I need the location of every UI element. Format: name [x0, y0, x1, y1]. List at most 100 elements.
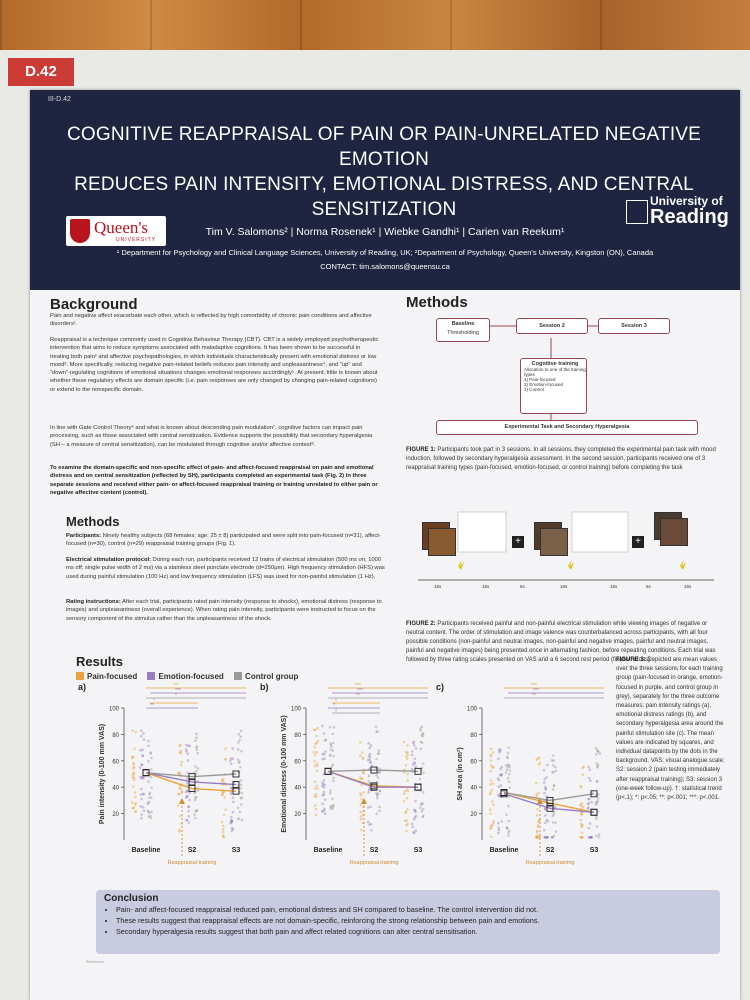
data-dot	[147, 739, 150, 743]
data-dot	[580, 836, 584, 839]
x-tick-label: S2	[546, 847, 555, 854]
y-tick-label: 40	[294, 786, 301, 792]
conclusion-list: Pain- and affect-focused reappraisal red…	[96, 904, 539, 937]
diagram-training-item: 1) Pain-focused	[524, 377, 556, 382]
data-dot	[589, 836, 593, 839]
data-dot	[147, 744, 150, 748]
data-dot	[580, 825, 583, 829]
participants-label: Participants:	[66, 533, 102, 539]
data-dot	[358, 754, 362, 758]
data-dot	[328, 754, 332, 758]
data-dot	[176, 804, 180, 807]
data-dot	[418, 777, 422, 781]
data-dot	[586, 803, 590, 806]
diagram-training-box: Cognitive training Allocation to one of …	[520, 358, 587, 414]
data-dot	[551, 788, 555, 791]
data-dot	[410, 822, 414, 826]
data-dot	[550, 758, 554, 762]
data-dot	[321, 809, 324, 813]
data-dot	[378, 805, 381, 809]
data-dot	[422, 771, 425, 775]
data-dot	[230, 815, 233, 819]
data-dot	[147, 815, 150, 818]
data-dot	[329, 805, 333, 808]
data-dot	[421, 732, 425, 735]
panel-label: b)	[260, 682, 269, 692]
data-dot	[222, 777, 225, 781]
legend-swatch-emotion	[147, 672, 156, 680]
data-dot	[142, 777, 145, 780]
data-dot	[184, 796, 188, 799]
data-dot	[507, 831, 510, 834]
background-p1: Pain and negative affect exacerbate each…	[50, 313, 372, 328]
data-dot	[402, 792, 406, 795]
data-dot	[132, 806, 136, 810]
significance-label: †	[335, 698, 338, 704]
references: References	[86, 960, 104, 964]
diagram-task-box: Experimental Task and Secondary Hyperalg…	[436, 420, 698, 435]
timeline-label: 18s	[610, 584, 618, 589]
data-dot	[221, 827, 225, 831]
data-dot	[142, 809, 146, 812]
diagram-training-item: 3) Control	[524, 387, 544, 392]
data-dot	[403, 819, 407, 822]
data-dot	[239, 779, 243, 782]
data-dot	[368, 786, 371, 790]
data-dot	[328, 725, 332, 729]
x-tick-label: Baseline	[490, 847, 519, 854]
data-dot	[360, 828, 363, 832]
data-dot	[195, 796, 198, 799]
data-dot	[186, 759, 190, 762]
data-dot	[147, 780, 150, 783]
data-dot	[490, 800, 494, 803]
data-dot	[188, 791, 192, 795]
data-dot	[496, 777, 500, 780]
data-dot	[507, 772, 511, 776]
figure2-text: Participants received painful and non-pa…	[406, 621, 716, 663]
data-dot	[224, 808, 228, 812]
data-dot	[187, 809, 190, 813]
data-dot	[580, 824, 584, 827]
data-dot	[587, 801, 591, 805]
data-dot	[138, 766, 142, 769]
fixation-cross-icon: +	[632, 536, 644, 548]
data-dot	[220, 779, 224, 782]
data-dot	[131, 774, 135, 777]
conclusion-heading: Conclusion	[104, 893, 159, 904]
data-dot	[146, 809, 150, 813]
data-dot	[499, 784, 503, 787]
data-dot	[239, 735, 243, 738]
data-dot	[594, 753, 598, 756]
data-dot	[324, 750, 327, 753]
data-dot	[132, 763, 135, 766]
data-dot	[315, 769, 319, 773]
significance-label: *	[153, 698, 155, 704]
data-dot	[177, 792, 180, 796]
data-dot	[180, 791, 184, 794]
data-dot	[186, 795, 189, 798]
data-dot	[492, 803, 495, 807]
data-dot	[150, 767, 153, 771]
chart-pain-intensity: a) 20 40 60 80 100 Pain intensity (0-100 mm VA…	[78, 682, 246, 866]
data-dot	[534, 836, 538, 839]
data-dot	[134, 795, 137, 799]
data-dot	[231, 800, 235, 804]
data-dot	[196, 751, 199, 755]
data-dot	[414, 765, 417, 769]
data-dot	[490, 835, 493, 839]
data-dot	[489, 753, 493, 757]
data-dot	[421, 732, 425, 736]
series-line	[145, 771, 237, 786]
data-dot	[131, 756, 134, 760]
reappraisal-arrowhead	[537, 798, 543, 804]
data-dot	[376, 792, 380, 796]
data-dot	[597, 792, 600, 796]
data-dot	[238, 760, 241, 763]
data-dot	[370, 828, 373, 832]
data-dot	[315, 784, 319, 787]
stimulation-text: Electrical stimulation protocol: During …	[66, 556, 386, 581]
x-tick-label: S3	[232, 847, 241, 854]
data-dot	[329, 807, 333, 810]
reappraisal-arrowhead	[179, 798, 185, 804]
data-dot	[580, 801, 584, 805]
